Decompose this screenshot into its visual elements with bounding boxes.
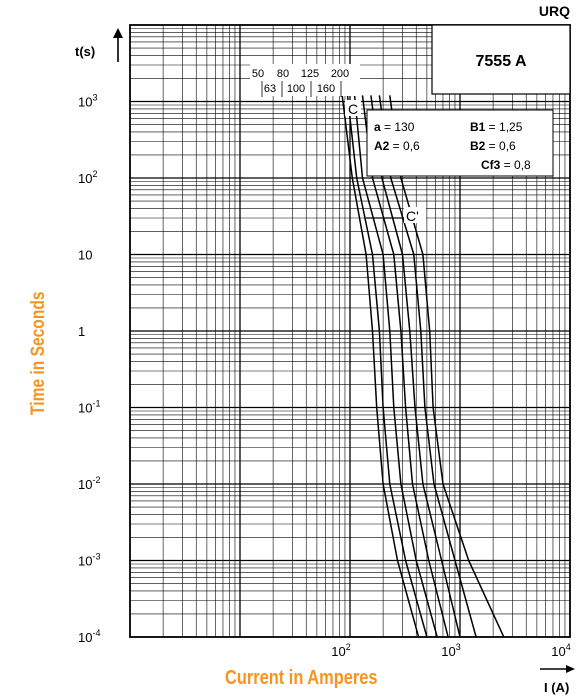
- brand-label: URQ: [539, 3, 570, 19]
- parameter-cf3: Cf3 = 0,8: [481, 158, 531, 172]
- parameter-box: [366, 109, 554, 177]
- x-tick-label: 102: [331, 642, 350, 659]
- curve-100a: [361, 95, 449, 638]
- rating-label-63: 63: [264, 83, 276, 95]
- rating-label-100: 100: [287, 83, 305, 95]
- y-tick-label: 1: [78, 324, 85, 339]
- y-tick-label: 103: [78, 93, 97, 110]
- y-axis-arrow-icon: [113, 28, 123, 38]
- y-tick-label: 10-2: [78, 475, 100, 492]
- curve-160a: [378, 95, 477, 638]
- annotation-c-prime: C': [406, 208, 419, 224]
- plot-frame: [129, 24, 571, 638]
- annotation-c-bg: [345, 100, 361, 116]
- rating-label-125: 125: [301, 68, 319, 80]
- annotation-c-prime-bg: [404, 207, 426, 223]
- x-tick-label: 104: [551, 642, 570, 659]
- rating-label-50: 50: [252, 68, 264, 80]
- parameter-list: a = 130 B1 = 1,25 A2 = 0,6 B2 = 0,6 Cf3 = 0,…: [374, 120, 531, 172]
- x-tick-label: 103: [441, 642, 460, 659]
- curve-50a: [341, 95, 420, 638]
- rating-label-box: [250, 64, 360, 96]
- x-axis-arrow-icon: [566, 665, 575, 673]
- y-tick-label: 102: [78, 169, 97, 186]
- x-axis-title: Current in Amperes: [225, 667, 378, 689]
- parameter-b2: B2 = 0,6: [470, 139, 516, 153]
- fuse-curves: [341, 95, 505, 638]
- y-tick-label: 10-4: [78, 628, 100, 645]
- y-tick-label: 10-1: [78, 399, 100, 416]
- curve-200a: [389, 95, 505, 638]
- curve-125a: [370, 95, 461, 638]
- y-axis-unit: t(s): [75, 44, 95, 59]
- rating-label-80: 80: [277, 68, 289, 80]
- annotation-c: C: [348, 101, 358, 117]
- rating-label-160: 160: [317, 83, 335, 95]
- model-box: [431, 24, 571, 95]
- rating-label-200: 200: [331, 68, 349, 80]
- y-axis-title: Time in Seconds: [28, 291, 49, 415]
- curve-80a: [353, 95, 438, 638]
- x-axis-unit: I (A): [544, 680, 569, 695]
- parameter-a2: A2 = 0,6: [374, 139, 420, 153]
- parameter-a: a = 130: [374, 120, 415, 134]
- rating-labels: 50 80 125 200 63 100 160: [252, 68, 349, 97]
- curve-63a: [346, 95, 428, 638]
- parameter-b1: B1 = 1,25: [470, 120, 523, 134]
- y-tick-label: 10-3: [78, 552, 100, 569]
- y-tick-label: 10: [78, 248, 92, 263]
- model-label: 7555 A: [476, 53, 527, 70]
